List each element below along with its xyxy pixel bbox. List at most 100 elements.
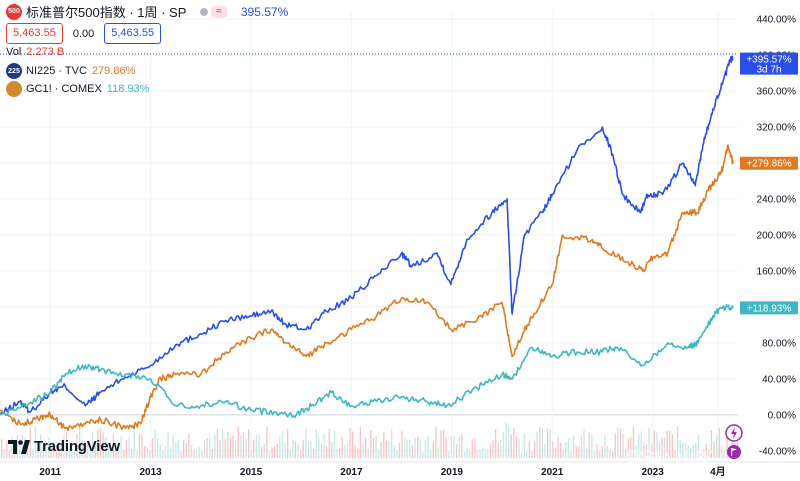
legend-name: NI225 · TVC <box>26 65 87 77</box>
volume-bar <box>164 446 167 458</box>
volume-bar <box>692 444 694 458</box>
legend-item-gold[interactable]: GC1! · COMEX 118.93% <box>6 81 149 97</box>
volume-bar <box>617 427 619 458</box>
volume-bar <box>112 434 115 458</box>
volume-bar <box>437 447 440 458</box>
volume-bar <box>409 439 411 458</box>
volume-bar <box>79 427 81 458</box>
volume-bar <box>281 430 284 458</box>
symbol-title[interactable]: 标准普尔500指数 · 1周 · SP <box>26 5 187 20</box>
volume-bar <box>146 447 148 458</box>
y-axis: 440.00%400.00%360.00%320.00%280.00%240.0… <box>757 15 797 458</box>
volume-bar <box>586 448 588 458</box>
volume-bar <box>383 432 385 458</box>
legend-item-ni225[interactable]: 225 NI225 · TVC 279.86% <box>6 63 135 79</box>
gold-logo-icon <box>6 81 22 97</box>
volume-bar <box>510 434 512 458</box>
volume-bar <box>632 426 635 458</box>
volume-bar <box>552 442 554 458</box>
volume-bar <box>424 440 427 458</box>
volume-bar <box>398 442 401 458</box>
series-end-labels: +395.57%3d 7h +279.86% +118.93% <box>740 52 798 315</box>
volume-bar <box>560 443 562 458</box>
symbol-logo-icon: 500 <box>6 3 22 20</box>
y-tick-label: -40.00% <box>759 446 796 457</box>
volume-bar <box>419 439 421 458</box>
volume-bar <box>19 439 21 458</box>
volume-bar <box>370 430 372 458</box>
tradingview-logo[interactable]: TradingView <box>8 438 120 455</box>
volume-bar <box>253 439 255 458</box>
volume-bar <box>71 440 73 458</box>
volume-bar <box>435 427 437 458</box>
volume-bar <box>365 437 367 458</box>
buy-price-button[interactable]: 5,463.55 <box>104 23 162 44</box>
volume-bar <box>557 437 559 458</box>
volume-bar <box>648 427 650 458</box>
volume-bar <box>528 440 531 458</box>
spread-value: 0.00 <box>72 27 95 40</box>
volume-bar <box>726 435 728 458</box>
volume-bar <box>458 436 460 458</box>
watermark-text: 雪球：·山茶 <box>626 449 713 469</box>
volume-bar <box>609 449 611 458</box>
volume-bar <box>268 451 271 458</box>
y-tick-label: 240.00% <box>757 195 797 206</box>
volume-bar <box>120 436 122 458</box>
volume-bar <box>456 444 458 458</box>
volume-bar <box>612 451 614 458</box>
volume-bar <box>599 451 601 458</box>
volume-value: 2.273 B <box>26 46 65 58</box>
volume-bar <box>562 449 564 458</box>
series-end-value: +279.86% <box>746 159 791 170</box>
volume-bar <box>484 449 486 458</box>
volume-bar <box>297 443 299 458</box>
toggle-dot-icon <box>200 7 209 16</box>
volume-bar <box>674 450 676 458</box>
compare-toggle[interactable]: ≈ <box>200 5 227 18</box>
series-line <box>0 144 734 432</box>
volume-bar <box>86 440 89 458</box>
volume-bar <box>372 438 375 458</box>
x-tick-label: 2017 <box>340 467 363 478</box>
volume-bar <box>476 449 479 458</box>
alert-icon[interactable] <box>725 424 743 442</box>
series-end-badge <box>740 52 798 75</box>
volume-bar <box>237 426 239 458</box>
volume-bar <box>133 428 135 458</box>
volume-bar <box>453 435 455 458</box>
volume-bar <box>99 427 102 458</box>
volume-bar <box>349 428 351 458</box>
volume-bar <box>276 444 278 458</box>
y-tick-label: 200.00% <box>757 231 797 242</box>
volume-bar <box>716 435 718 458</box>
series-lines <box>0 55 734 432</box>
flag-icon[interactable] <box>727 445 741 459</box>
volume-bar <box>68 448 70 458</box>
volume-bar <box>60 439 63 458</box>
volume-bar <box>245 438 247 458</box>
volume-bar <box>224 439 226 458</box>
volume-bar <box>703 449 705 458</box>
volume-bar <box>677 426 679 458</box>
volume-bar <box>175 441 177 458</box>
volume-bar <box>47 437 50 458</box>
sell-price-button[interactable]: 5,463.55 <box>6 23 63 44</box>
volume-bar <box>73 450 76 458</box>
volume-bar <box>508 426 510 458</box>
volume-bar <box>232 435 234 458</box>
volume-bar <box>448 451 450 458</box>
volume-bar <box>222 428 224 458</box>
volume-bar <box>8 449 11 458</box>
volume-bar <box>401 430 403 458</box>
volume-bar <box>505 423 507 458</box>
volume-bar <box>58 445 60 458</box>
volume-bar <box>554 447 557 458</box>
volume-bar <box>66 432 68 458</box>
volume-bar <box>235 440 237 458</box>
volume-bar <box>336 449 338 458</box>
volume-bar <box>567 438 570 458</box>
volume-bar <box>27 447 29 458</box>
volume-bar <box>534 440 536 458</box>
